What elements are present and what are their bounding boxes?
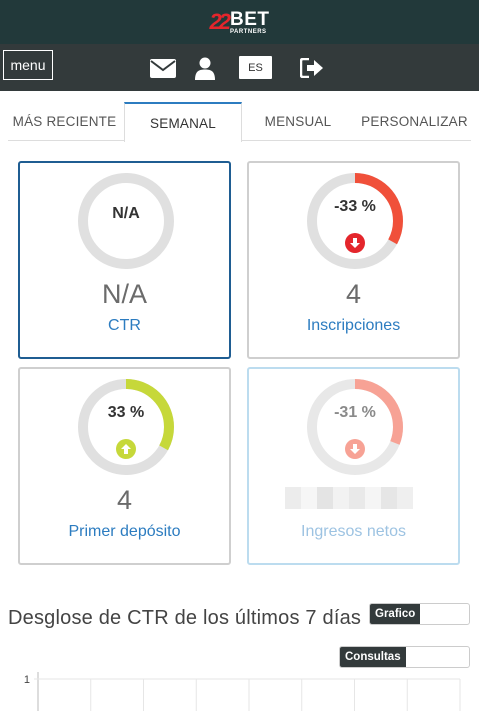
brand-logo[interactable]: 22 BET PARTNERS: [210, 10, 270, 35]
arrow-up-icon: [116, 439, 136, 459]
arrow-down-icon: [345, 233, 365, 253]
top-header: 22 BET PARTNERS: [0, 0, 479, 44]
stat-card-primer-deposito[interactable]: 33 % 4 Primer depósito: [18, 367, 231, 565]
inscripciones-label[interactable]: Inscripciones: [306, 317, 401, 334]
arrow-down-icon: [345, 439, 365, 459]
stat-card-inscripciones[interactable]: -33 % 4 Inscripciones: [247, 161, 460, 359]
primer-deposito-gauge-text: 33 %: [107, 404, 145, 421]
ingresos-netos-label[interactable]: Ingresos netos: [301, 523, 406, 540]
ctr-value: N/A: [101, 279, 147, 309]
nav-bar: menu ES: [0, 44, 479, 91]
ctr-chart: 1: [24, 672, 461, 711]
user-icon[interactable]: [195, 57, 215, 85]
inscripciones-gauge: [307, 173, 403, 269]
tab-semanal[interactable]: SEMANAL: [124, 102, 242, 142]
tab-personalizar[interactable]: PERSONALIZAR: [361, 114, 468, 129]
language-selector[interactable]: ES: [239, 56, 272, 79]
menu-button[interactable]: menu: [3, 50, 53, 80]
chart-ytick-label: 1: [24, 674, 30, 686]
stat-card-ctr[interactable]: N/A N/A CTR: [18, 161, 231, 359]
logo-word: BET: [229, 8, 270, 30]
ctr-gauge: [78, 173, 174, 269]
consultas-toggle-label: Consultas: [340, 647, 406, 667]
logo-sub: PARTNERS: [229, 28, 267, 35]
inscripciones-value: 4: [345, 279, 362, 309]
grafico-toggle-label: Grafico: [370, 604, 421, 624]
period-tabs: MÁS RECIENTE SEMANAL MENSUAL PERSONALIZA…: [8, 102, 471, 142]
logout-icon[interactable]: [299, 57, 324, 83]
logo-number: 22: [209, 9, 232, 34]
grafico-toggle[interactable]: Grafico: [369, 603, 470, 625]
section-title: Desglose de CTR de los últimos 7 días: [8, 607, 362, 629]
tab-mas-reciente[interactable]: MÁS RECIENTE: [12, 114, 117, 129]
primer-deposito-label[interactable]: Primer depósito: [68, 523, 181, 540]
ctr-gauge-text: N/A: [112, 205, 140, 222]
primer-deposito-gauge: [78, 379, 174, 475]
envelope-icon[interactable]: [150, 59, 176, 83]
ctr-label[interactable]: CTR: [108, 317, 141, 334]
primer-deposito-value: 4: [116, 485, 133, 515]
ingresos-netos-gauge-text: -31 %: [334, 404, 376, 421]
consultas-toggle[interactable]: Consultas: [339, 646, 470, 668]
redacted-value: [285, 487, 413, 509]
stat-card-ingresos-netos[interactable]: -31 % Ingresos netos: [247, 367, 460, 565]
tab-mensual[interactable]: MENSUAL: [264, 114, 332, 129]
inscripciones-gauge-text: -33 %: [334, 198, 376, 215]
ingresos-netos-gauge: [307, 379, 403, 475]
